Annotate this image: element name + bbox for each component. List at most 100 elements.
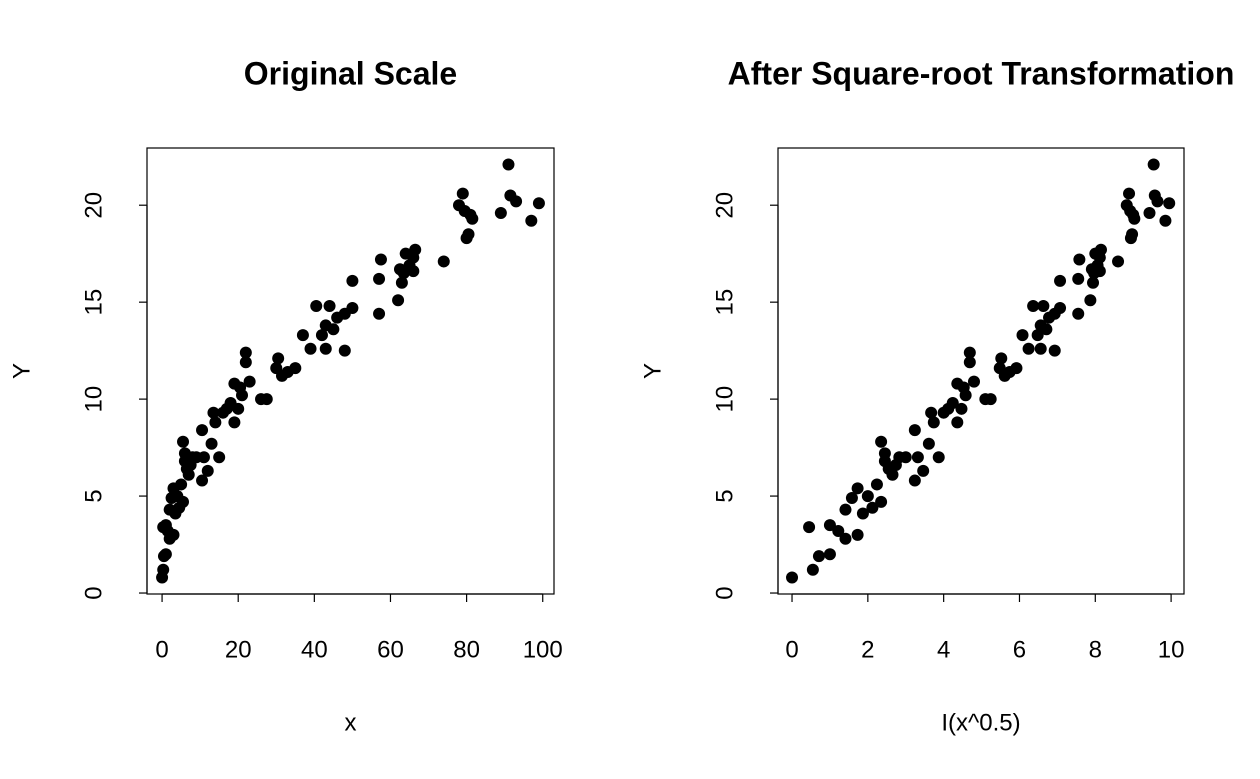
- point: [1035, 343, 1047, 355]
- point: [495, 207, 507, 219]
- point: [879, 447, 891, 459]
- point: [1073, 254, 1085, 266]
- point: [1126, 228, 1138, 240]
- point: [875, 436, 887, 448]
- y-tick-label: 5: [80, 489, 107, 502]
- point: [1027, 300, 1039, 312]
- point: [909, 475, 921, 487]
- point: [457, 188, 469, 200]
- point: [346, 275, 358, 287]
- point: [1163, 197, 1175, 209]
- point: [1159, 215, 1171, 227]
- x-tick-label: 100: [523, 636, 563, 663]
- point: [533, 197, 545, 209]
- point: [995, 352, 1007, 364]
- point: [960, 389, 972, 401]
- point: [1094, 265, 1106, 277]
- point: [807, 564, 819, 576]
- point: [875, 496, 887, 508]
- point: [310, 300, 322, 312]
- y-tick-label: 15: [711, 289, 738, 316]
- point: [324, 300, 336, 312]
- point: [213, 451, 225, 463]
- point: [1037, 300, 1049, 312]
- point: [261, 393, 273, 405]
- point: [228, 416, 240, 428]
- point: [177, 496, 189, 508]
- point: [196, 424, 208, 436]
- point: [409, 244, 421, 256]
- point: [297, 329, 309, 341]
- x-tick-label: 60: [377, 636, 404, 663]
- point: [392, 294, 404, 306]
- point: [1095, 244, 1107, 256]
- point: [862, 490, 874, 502]
- point: [900, 451, 912, 463]
- point: [917, 465, 929, 477]
- point: [236, 389, 248, 401]
- point: [209, 416, 221, 428]
- point: [157, 564, 169, 576]
- chart-title: After Square-root Transformation: [728, 55, 1235, 91]
- point: [305, 343, 317, 355]
- point: [912, 451, 924, 463]
- point: [1010, 362, 1022, 374]
- point: [1128, 213, 1140, 225]
- point: [839, 533, 851, 545]
- x-axis-title: I(x^0.5): [941, 709, 1020, 736]
- point: [466, 213, 478, 225]
- point: [839, 504, 851, 516]
- point: [852, 529, 864, 541]
- point: [339, 345, 351, 357]
- point: [463, 228, 475, 240]
- point: [968, 376, 980, 388]
- x-tick-label: 8: [1089, 636, 1102, 663]
- y-tick-label: 15: [80, 289, 107, 316]
- point: [346, 302, 358, 314]
- point: [933, 451, 945, 463]
- point: [327, 323, 339, 335]
- point: [510, 195, 522, 207]
- point: [871, 478, 883, 490]
- point: [177, 436, 189, 448]
- y-tick-label: 20: [80, 192, 107, 219]
- y-tick-label: 10: [80, 386, 107, 413]
- point: [1072, 273, 1084, 285]
- x-tick-label: 0: [155, 636, 168, 663]
- y-axis-title: Y: [639, 363, 666, 379]
- point: [525, 215, 537, 227]
- x-tick-label: 6: [1013, 636, 1026, 663]
- point: [232, 403, 244, 415]
- y-tick-label: 10: [711, 386, 738, 413]
- point: [373, 308, 385, 320]
- point: [1054, 302, 1066, 314]
- point: [1017, 329, 1029, 341]
- point: [985, 393, 997, 405]
- point: [1112, 255, 1124, 267]
- point: [373, 273, 385, 285]
- point: [909, 424, 921, 436]
- point: [438, 255, 450, 267]
- x-axis-title: x: [345, 709, 357, 736]
- point: [964, 347, 976, 359]
- y-tick-label: 0: [711, 586, 738, 599]
- point: [813, 550, 825, 562]
- point: [1054, 275, 1066, 287]
- point: [951, 416, 963, 428]
- point: [824, 548, 836, 560]
- x-tick-label: 20: [225, 636, 252, 663]
- x-tick-label: 10: [1158, 636, 1185, 663]
- x-tick-label: 80: [453, 636, 480, 663]
- point: [160, 548, 172, 560]
- point: [1144, 207, 1156, 219]
- point: [167, 529, 179, 541]
- point: [244, 376, 256, 388]
- point: [1084, 294, 1096, 306]
- point: [923, 438, 935, 450]
- point: [1049, 345, 1061, 357]
- point: [175, 478, 187, 490]
- point: [407, 265, 419, 277]
- y-axis-title: Y: [8, 363, 35, 379]
- point: [502, 158, 514, 170]
